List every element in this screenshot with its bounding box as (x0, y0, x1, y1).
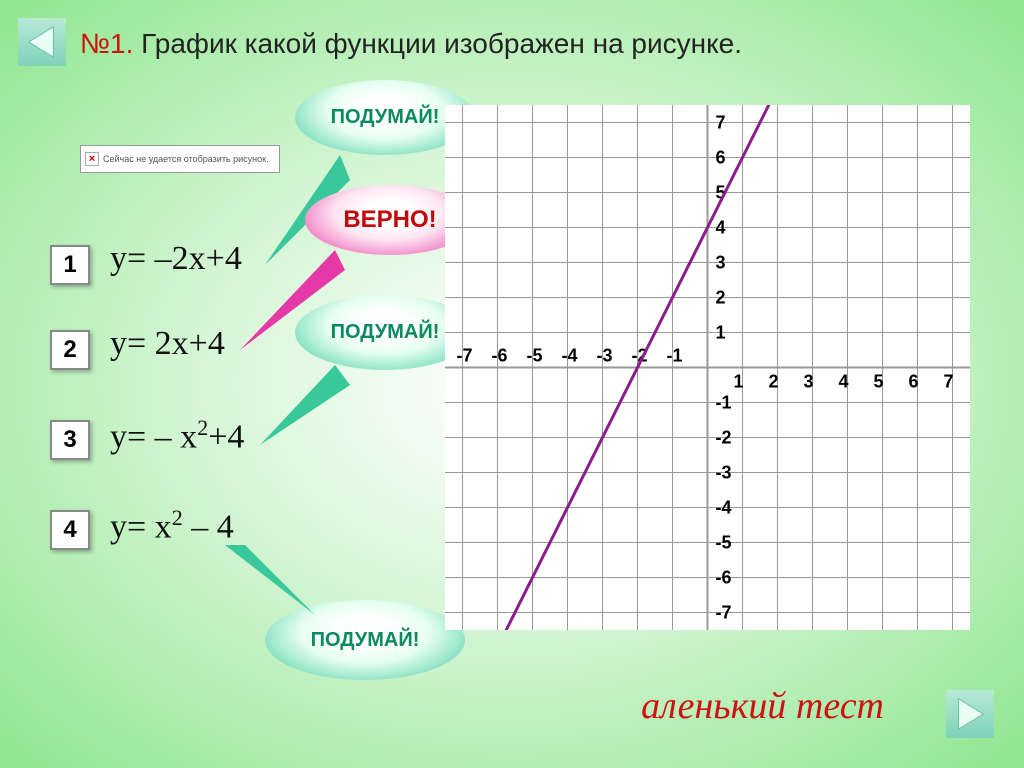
svg-text:-3: -3 (716, 463, 732, 483)
chart-svg: -7-6-5-4-3-2-112345677654321-1-2-3-4-5-6… (445, 105, 970, 630)
svg-text:-4: -4 (561, 346, 577, 366)
triangle-right-icon (951, 695, 989, 733)
option-2-button[interactable]: 2 (50, 330, 90, 370)
svg-text:-4: -4 (716, 498, 732, 518)
svg-text:-6: -6 (716, 568, 732, 588)
broken-image-text: Сейчас не удается отобразить рисунок. (103, 154, 269, 164)
svg-text:-1: -1 (666, 346, 682, 366)
broken-image-x-icon: × (85, 152, 99, 166)
option-3-button[interactable]: 3 (50, 420, 90, 460)
svg-text:-7: -7 (716, 603, 732, 623)
footer-text: аленький тест (641, 684, 884, 728)
option-4-formula: у= х2 – 4 (110, 505, 234, 546)
svg-text:4: 4 (716, 218, 726, 238)
option-4-button[interactable]: 4 (50, 510, 90, 550)
svg-text:6: 6 (908, 372, 918, 392)
svg-text:2: 2 (768, 372, 778, 392)
svg-text:5: 5 (873, 372, 883, 392)
svg-text:3: 3 (716, 253, 726, 273)
question-body: График какой функции изображен на рисунк… (141, 28, 742, 59)
question-text: №1. График какой функции изображен на ри… (80, 28, 742, 60)
question-number: №1. (80, 28, 133, 59)
svg-text:-2: -2 (716, 428, 732, 448)
svg-text:1: 1 (716, 323, 726, 343)
svg-text:-5: -5 (716, 533, 732, 553)
option-3-formula: у= – х2+4 (110, 415, 244, 456)
broken-image-placeholder: × Сейчас не удается отобразить рисунок. (80, 145, 280, 173)
svg-text:7: 7 (716, 113, 726, 133)
triangle-left-icon (23, 23, 61, 61)
svg-text:1: 1 (733, 372, 743, 392)
svg-text:-7: -7 (456, 346, 472, 366)
callout-tail-3 (220, 540, 320, 620)
svg-text:4: 4 (838, 372, 848, 392)
nav-next-button[interactable] (946, 690, 994, 738)
svg-text:7: 7 (943, 372, 953, 392)
svg-text:-3: -3 (596, 346, 612, 366)
option-2-formula: у= 2х+4 (110, 325, 225, 363)
svg-text:2: 2 (716, 288, 726, 308)
svg-text:-6: -6 (491, 346, 507, 366)
option-1-formula: у= –2х+4 (110, 240, 242, 278)
svg-text:-1: -1 (716, 393, 732, 413)
callout-tail-2 (255, 360, 350, 450)
function-chart: -7-6-5-4-3-2-112345677654321-1-2-3-4-5-6… (445, 105, 970, 630)
svg-text:6: 6 (716, 148, 726, 168)
svg-text:-5: -5 (526, 346, 542, 366)
svg-text:3: 3 (803, 372, 813, 392)
option-1-button[interactable]: 1 (50, 245, 90, 285)
nav-prev-button[interactable] (18, 18, 66, 66)
